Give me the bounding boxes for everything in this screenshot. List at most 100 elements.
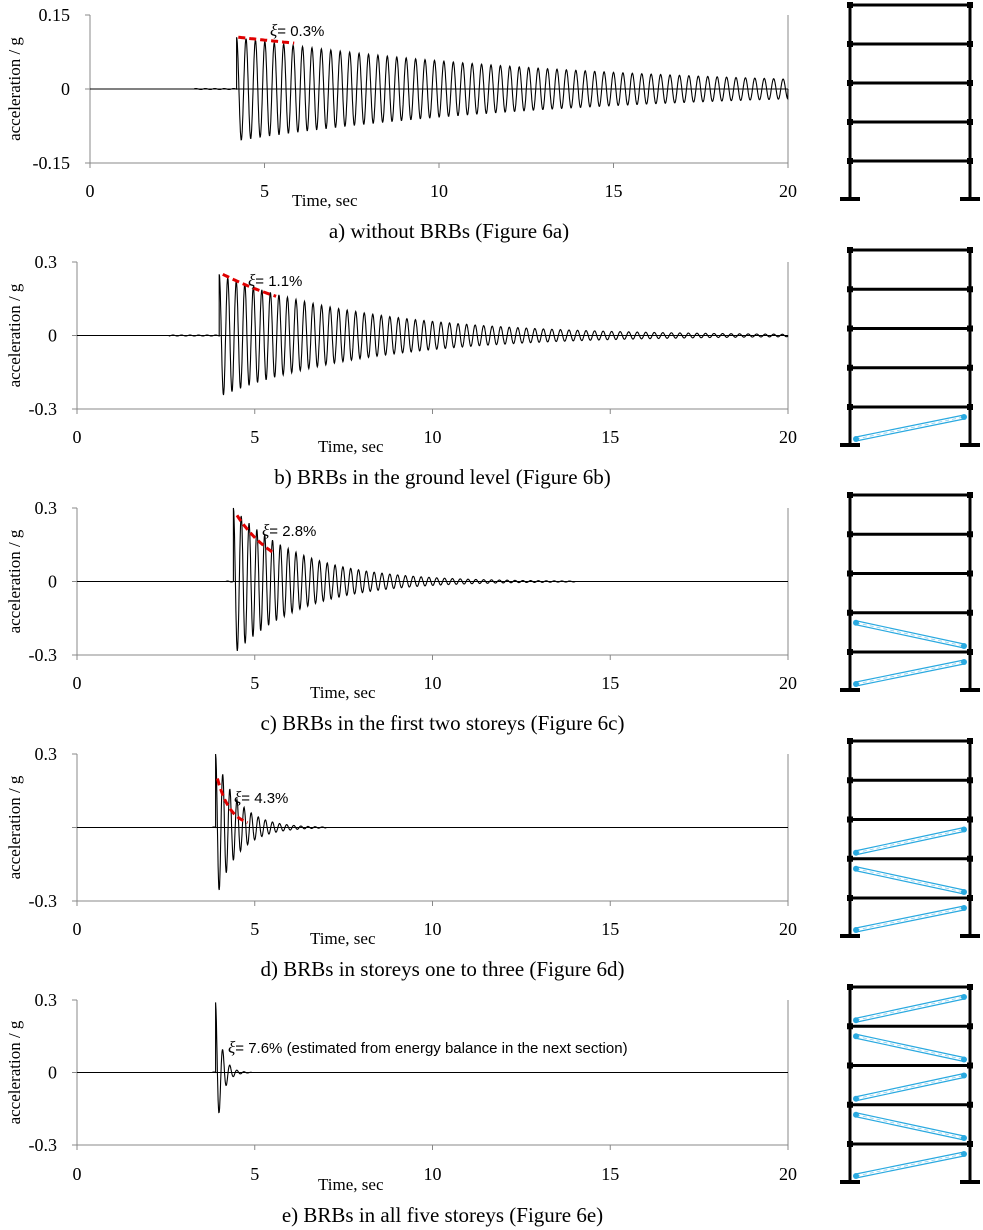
frame-diagram [840, 984, 980, 1184]
damping-annotation: ξ= 4.3% [234, 788, 288, 807]
x-tick-label: 5 [250, 673, 259, 693]
x-tick-label: 0 [73, 427, 82, 447]
brb-brace [855, 1151, 965, 1175]
x-tick-label: 0 [73, 919, 82, 939]
beam-joint [847, 738, 853, 744]
brb-brace [855, 870, 965, 895]
x-tick-label: 0 [73, 1164, 82, 1184]
beam-joint [847, 247, 853, 253]
y-tick-label: 0 [48, 572, 57, 592]
beam-joint [967, 609, 973, 616]
x-axis-label: Time, sec [310, 929, 376, 948]
beam-joint [967, 984, 973, 990]
beam-joint [967, 570, 973, 577]
brb-core [855, 829, 965, 854]
x-tick-label: 20 [779, 181, 797, 201]
xi-symbol: ξ [228, 1038, 236, 1057]
y-tick-label: -0.3 [29, 645, 58, 665]
brb-brace [855, 663, 965, 687]
y-tick-label: 0 [48, 1063, 57, 1083]
y-tick-label: 0.3 [35, 498, 58, 518]
x-axis-label: Time, sec [292, 191, 358, 210]
x-tick-label: 0 [86, 181, 95, 201]
y-axis-label: acceleration / g [5, 283, 24, 387]
y-axis-label: acceleration / g [5, 775, 24, 879]
x-tick-label: 15 [601, 673, 619, 693]
brb-brace [855, 1076, 965, 1102]
chart-panel-c: 0.3 0 -0.3 0 5 10 15 20 acceleration / g Time, se… [5, 492, 980, 735]
beam-joint [967, 738, 973, 744]
chart-panel-e: 0.3 0 -0.3 0 5 10 15 20 acceleration / g Time, se… [5, 984, 980, 1227]
beam-joint [847, 492, 853, 498]
x-tick-label: 15 [601, 919, 619, 939]
brb-node [853, 1095, 859, 1102]
beam-joint [967, 247, 973, 253]
damping-fit-line [238, 35, 295, 45]
beam-joint [847, 404, 853, 410]
brb-node [961, 1056, 967, 1063]
frame-diagram [840, 247, 980, 447]
acceleration-series-line [90, 37, 789, 141]
x-tick-label: 15 [601, 427, 619, 447]
x-tick-label: 10 [424, 673, 442, 693]
y-tick-label: -0.3 [29, 891, 58, 911]
x-axis-label: Time, sec [318, 437, 384, 456]
acceleration-series-line [77, 507, 788, 651]
x-tick-label: 15 [601, 1164, 619, 1184]
brb-node [961, 905, 967, 911]
beam-joint [967, 895, 973, 901]
brb-brace [855, 624, 965, 649]
panel-caption: b) BRBs in the ground level (Figure 6b) [274, 465, 611, 489]
xi-symbol: ξ [248, 271, 256, 290]
brb-node [853, 1017, 859, 1024]
y-tick-label: -0.15 [33, 153, 71, 173]
y-tick-label: -0.3 [29, 399, 58, 419]
beam-joint [967, 777, 973, 784]
frame-diagram [840, 2, 980, 201]
y-axis-label: acceleration / g [5, 37, 24, 141]
brb-core [855, 1035, 965, 1060]
beam-joint [847, 855, 853, 862]
beam-joint [967, 816, 973, 823]
beam-joint [847, 570, 853, 577]
y-axis-label: acceleration / g [5, 529, 24, 633]
damping-value: = 1.1% [255, 273, 302, 290]
damping-annotation: ξ= 0.3% [270, 21, 324, 40]
damping-value: = 7.6% (estimated from energy balance in… [235, 1040, 627, 1057]
brb-node [961, 889, 967, 895]
beam-joint [967, 325, 973, 332]
brb-node [853, 1173, 859, 1179]
beam-joint [847, 41, 853, 47]
y-tick-label: 0.3 [35, 252, 58, 272]
x-tick-label: 20 [779, 1164, 797, 1184]
brb-node [853, 619, 859, 626]
panel-caption: a) without BRBs (Figure 6a) [329, 219, 569, 243]
xi-symbol: ξ [270, 21, 278, 40]
x-tick-label: 10 [424, 919, 442, 939]
brb-core [855, 868, 965, 893]
brb-brace [855, 826, 965, 852]
chart-panel-b: 0.3 0 -0.3 0 5 10 15 20 acceleration / g Time, se… [5, 247, 980, 489]
beam-joint [967, 1062, 973, 1069]
beam-joint [847, 895, 853, 901]
brb-node [961, 1135, 967, 1141]
frame-diagram [840, 492, 980, 692]
brb-brace [855, 1033, 965, 1059]
beam-joint [847, 286, 853, 293]
brb-core [855, 622, 965, 647]
brb-core [855, 661, 965, 685]
x-tick-label: 20 [779, 919, 797, 939]
brb-node [853, 1111, 859, 1118]
brb-brace [855, 659, 965, 683]
beam-joint [967, 855, 973, 862]
y-tick-label: 0.15 [39, 5, 71, 25]
brb-node [853, 436, 859, 442]
x-tick-label: 10 [424, 1164, 442, 1184]
beam-joint [967, 404, 973, 410]
y-tick-label: 0.3 [35, 744, 58, 764]
beam-joint [847, 80, 853, 86]
brb-brace [855, 620, 965, 645]
acceleration-series-line [77, 1002, 788, 1114]
x-axis-label: Time, sec [310, 683, 376, 702]
beam-joint [967, 531, 973, 538]
